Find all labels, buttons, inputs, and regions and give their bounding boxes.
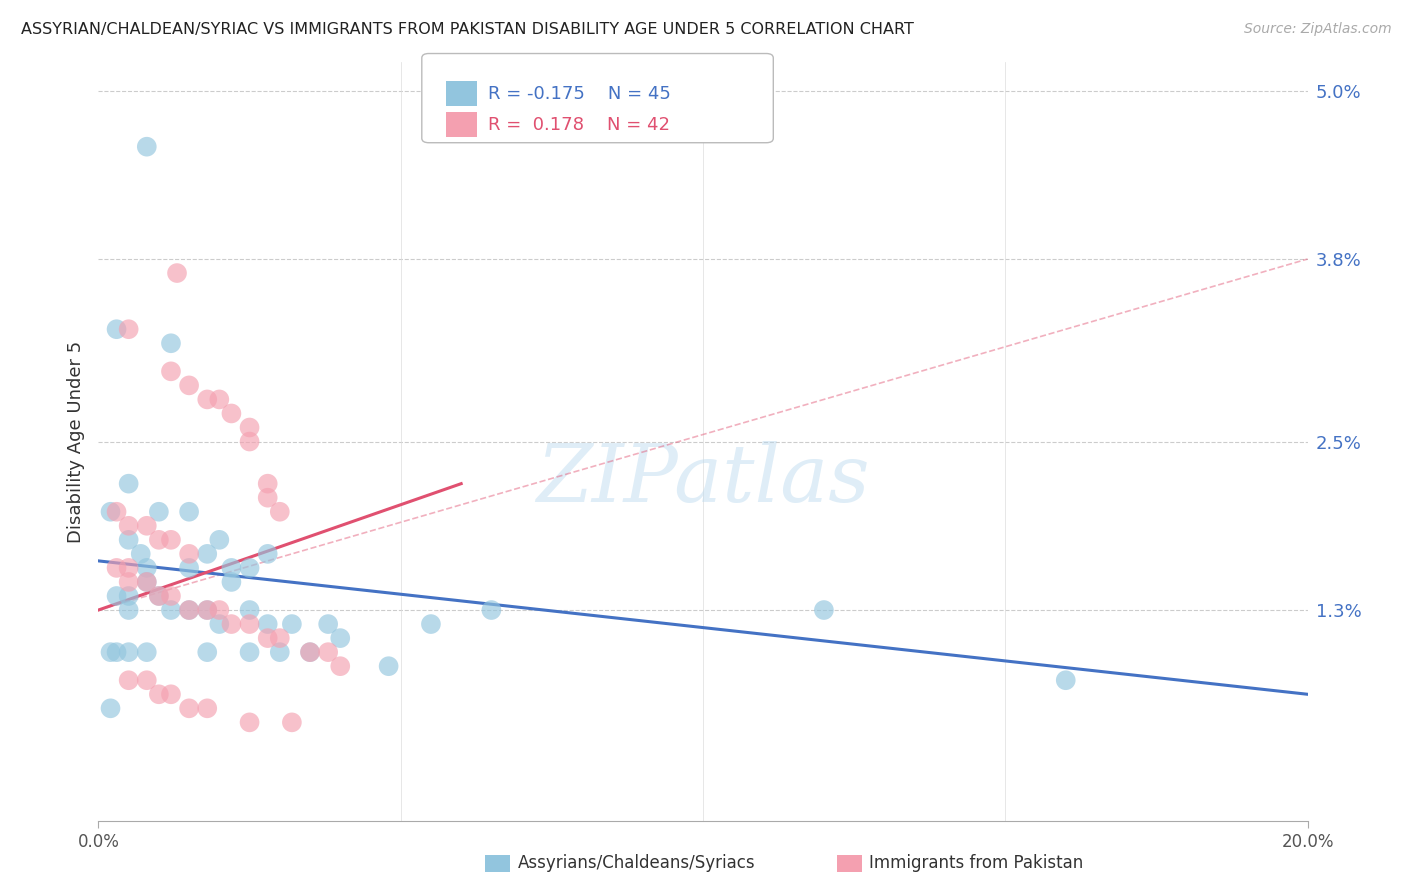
Point [299,645,322,659]
Point [135,518,157,533]
Point [135,673,157,688]
Point [118,518,141,533]
Point [420,617,443,632]
Point [148,589,170,603]
Point [377,659,399,673]
Point [269,631,291,645]
Point [105,505,128,519]
Point [179,603,201,617]
Point [118,589,141,603]
Y-axis label: Disability Age Under 5: Disability Age Under 5 [66,341,84,542]
Point [269,505,291,519]
Point [813,603,835,617]
Point [160,364,183,378]
Point [118,603,141,617]
Point [100,505,122,519]
Point [239,434,262,449]
Text: Immigrants from Pakistan: Immigrants from Pakistan [869,855,1083,872]
Point [256,617,278,632]
Point [105,589,128,603]
Point [195,392,218,407]
Point [316,645,339,659]
Point [148,533,170,547]
Point [179,603,201,617]
Text: ASSYRIAN/CHALDEAN/SYRIAC VS IMMIGRANTS FROM PAKISTAN DISABILITY AGE UNDER 5 CORR: ASSYRIAN/CHALDEAN/SYRIAC VS IMMIGRANTS F… [21,22,914,37]
Point [179,547,201,561]
Point [239,420,262,434]
Point [239,715,262,730]
Point [195,603,218,617]
Point [239,561,262,575]
Point [221,561,243,575]
Point [135,645,157,659]
Point [256,547,278,561]
Point [135,561,157,575]
Point [148,687,170,701]
Point [195,701,218,715]
Point [100,645,122,659]
Point [160,687,183,701]
Point [239,603,262,617]
Point [118,561,141,575]
Point [118,322,141,336]
Point [118,533,141,547]
Point [129,547,152,561]
Point [329,659,352,673]
Point [118,574,141,589]
Point [221,407,243,421]
Point [118,645,141,659]
Point [1054,673,1077,688]
Text: Source: ZipAtlas.com: Source: ZipAtlas.com [1244,22,1392,37]
Point [135,574,157,589]
Text: Assyrians/Chaldeans/Syriacs: Assyrians/Chaldeans/Syriacs [517,855,755,872]
Point [135,139,157,153]
Point [105,645,128,659]
Point [166,266,188,280]
Point [179,561,201,575]
Text: R = -0.175    N = 45: R = -0.175 N = 45 [488,85,671,103]
Text: ZIPatlas: ZIPatlas [536,441,870,518]
Point [195,645,218,659]
Point [148,505,170,519]
Point [256,476,278,491]
Point [329,631,352,645]
Point [135,574,157,589]
Point [256,491,278,505]
Point [195,603,218,617]
Point [105,561,128,575]
Point [179,701,201,715]
Point [281,617,304,632]
Point [269,645,291,659]
Point [208,392,231,407]
Point [208,617,231,632]
Point [481,603,503,617]
Point [221,617,243,632]
Text: R =  0.178    N = 42: R = 0.178 N = 42 [488,116,669,134]
Point [148,589,170,603]
Point [160,589,183,603]
Point [208,603,231,617]
Point [179,378,201,392]
Point [160,533,183,547]
Point [256,631,278,645]
Point [299,645,322,659]
Point [160,603,183,617]
Point [105,322,128,336]
Point [100,701,122,715]
Point [179,505,201,519]
Point [195,547,218,561]
Point [160,336,183,351]
Point [118,476,141,491]
Point [316,617,339,632]
Point [118,673,141,688]
Point [221,574,243,589]
Point [239,645,262,659]
Point [281,715,304,730]
Point [239,617,262,632]
Point [208,533,231,547]
